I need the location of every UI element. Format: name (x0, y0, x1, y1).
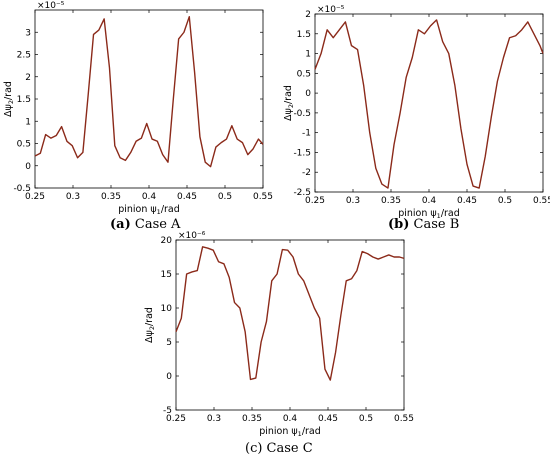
x-tick-label: 0.35 (101, 192, 121, 202)
y-tick-label: 1.5 (17, 95, 31, 105)
x-tick-label: 0.35 (381, 196, 401, 206)
y-tick-label: -2 (302, 168, 311, 178)
x-tick-label: 0.3 (207, 414, 221, 424)
y-exponent-label: ×10⁻⁵ (317, 5, 345, 15)
caption-case-b-text: Case B (409, 217, 460, 232)
chart-panel-1: 0.25 0.3 0.35 0.4 0.45 0.5 0.55 -0.5 0 0.5 1 1.5 2 2.… (3, 1, 273, 216)
x-tick-label: 0.45 (177, 192, 197, 202)
x-tick-label: 0.4 (142, 192, 157, 202)
caption-case-c: (c) Case C (245, 441, 313, 456)
y-tick-label: -5 (163, 406, 172, 416)
plot-frame (175, 239, 405, 411)
y-tick-label: -2.5 (293, 188, 311, 198)
x-tick-label: 0.5 (359, 414, 373, 424)
x-tick-label: 0.5 (498, 196, 512, 206)
series-line (175, 246, 405, 381)
y-tick-label: -0.5 (293, 109, 311, 119)
x-axis-label: pinion ψ1/rad (398, 208, 460, 220)
x-tick-label: 0.4 (283, 414, 298, 424)
caption-case-a-text: Case A (130, 217, 181, 232)
y-tick-label: 0 (166, 372, 172, 382)
x-tick-label: 0.45 (457, 196, 477, 206)
y-tick-label: 3 (25, 28, 31, 38)
x-tick-label: 0.25 (25, 192, 45, 202)
y-tick-label: 2 (305, 10, 311, 20)
x-axis-label: pinion ψ1/rad (259, 426, 321, 438)
x-tick-label: 0.55 (533, 196, 550, 206)
y-axis-label: Δψ2/rad (144, 307, 156, 343)
caption-case-a: (a) Case A (110, 217, 180, 232)
y-tick-label: 1 (25, 117, 31, 127)
y-tick-label: 2 (25, 73, 31, 83)
y-tick-label: 0 (25, 162, 31, 172)
y-tick-label: 0.5 (17, 140, 31, 150)
y-exponent-label: ×10⁻⁵ (37, 1, 65, 11)
y-tick-label: 20 (161, 236, 173, 246)
caption-case-a-letter: (a) (110, 217, 131, 232)
x-tick-label: 0.25 (166, 414, 186, 424)
y-tick-label: -1.5 (293, 148, 311, 158)
y-axis-label: Δψ2/rad (283, 85, 295, 121)
x-tick-label: 0.45 (318, 414, 338, 424)
x-axis-label: pinion ψ1/rad (118, 204, 180, 216)
chart-panel-3: 0.25 0.3 0.35 0.4 0.45 0.5 0.55 -5 0 5 10 15 20 ×10⁻⁶… (144, 231, 414, 438)
y-tick-label: 0 (305, 89, 311, 99)
chart-panel-2: 0.25 0.3 0.35 0.4 0.45 0.5 0.55 -2.5 -2 -1.5 -1 -0.… (283, 5, 550, 220)
x-tick-label: 0.55 (394, 414, 414, 424)
x-tick-label: 0.3 (66, 192, 80, 202)
caption-case-c-text: (c) Case C (245, 441, 313, 456)
y-tick-label: 1.5 (297, 30, 311, 40)
y-tick-label: -0.5 (13, 184, 31, 194)
x-tick-label: 0.5 (218, 192, 232, 202)
y-tick-label: 0.5 (297, 69, 311, 79)
y-axis-label: Δψ2/rad (3, 81, 15, 117)
series-line (314, 19, 544, 189)
plot-frame (34, 9, 264, 189)
y-tick-label: 2.5 (17, 51, 31, 61)
series-line (34, 15, 264, 168)
y-tick-label: -1 (302, 129, 311, 139)
y-tick-label: 10 (161, 304, 173, 314)
caption-case-b-letter: (b) (388, 217, 410, 232)
y-tick-label: 5 (166, 338, 172, 348)
x-tick-label: 0.25 (305, 196, 325, 206)
x-tick-label: 0.3 (346, 196, 360, 206)
x-tick-label: 0.55 (253, 192, 273, 202)
y-exponent-label: ×10⁻⁶ (178, 231, 206, 241)
x-tick-label: 0.4 (422, 196, 437, 206)
caption-case-b: (b) Case B (388, 217, 459, 232)
x-tick-label: 0.35 (242, 414, 262, 424)
y-tick-label: 15 (161, 270, 172, 280)
y-tick-label: 1 (305, 50, 311, 60)
